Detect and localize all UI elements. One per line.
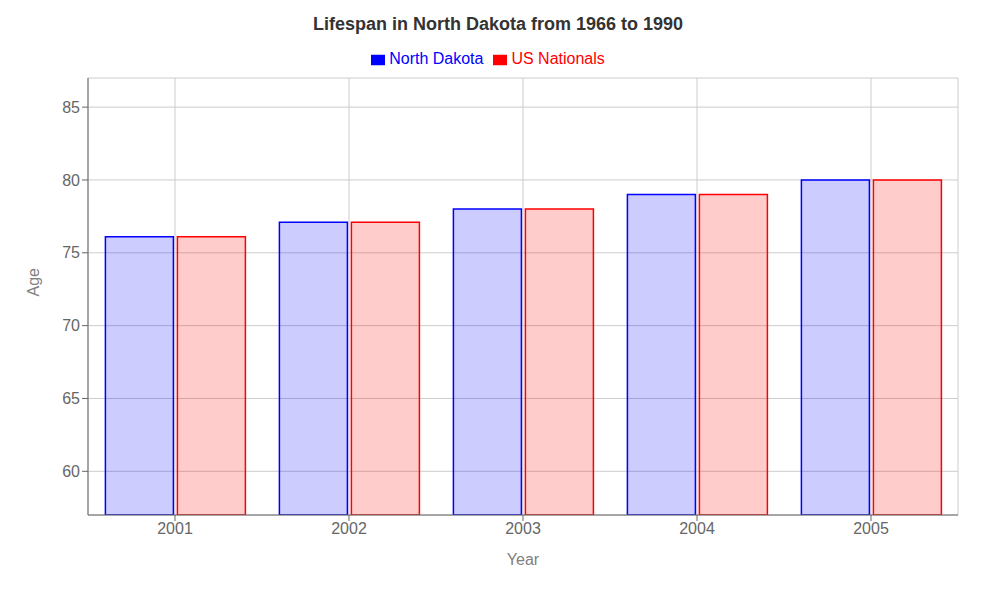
- svg-text:2003: 2003: [505, 520, 541, 537]
- html-text:North Dakota: North Dakota: [389, 50, 484, 67]
- svg-text:2001: 2001: [157, 520, 193, 537]
- svg-text:60: 60: [62, 463, 80, 480]
- svg-text:70: 70: [62, 317, 80, 334]
- html-text:US Nationals: US Nationals: [511, 50, 605, 67]
- svg-text:2005: 2005: [853, 520, 889, 537]
- svg-text:85: 85: [62, 99, 80, 116]
- svg-text:2004: 2004: [679, 520, 715, 537]
- svg-text:2002: 2002: [331, 520, 367, 537]
- svg-text:Year: Year: [507, 551, 540, 568]
- svg-text:80: 80: [62, 172, 80, 189]
- svg-text:Age: Age: [25, 268, 42, 297]
- svg-text:75: 75: [62, 244, 80, 261]
- html-text:Lifespan in North Dakota from: Lifespan in North Dakota from 1966 to 19…: [312, 14, 683, 34]
- svg-text:65: 65: [62, 390, 80, 407]
